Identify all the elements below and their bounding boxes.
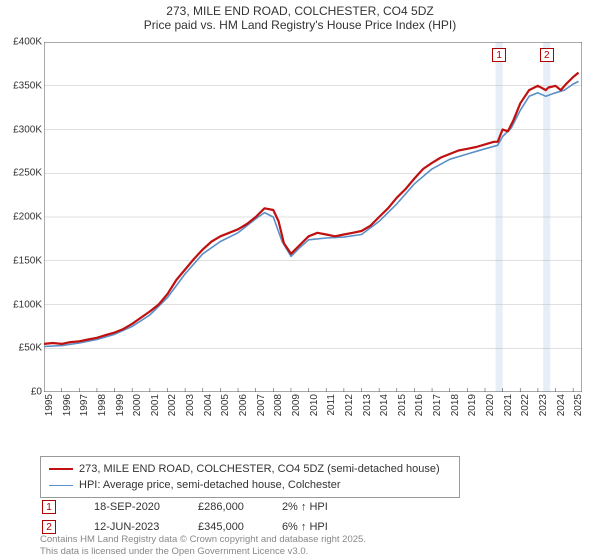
x-axis-tick: 2001: [150, 394, 161, 416]
y-axis-tick: £250K: [2, 168, 42, 179]
y-axis-tick: £350K: [2, 80, 42, 91]
legend-item-hpi: HPI: Average price, semi-detached house,…: [49, 477, 451, 493]
transaction-delta: 2% ↑ HPI: [282, 498, 364, 516]
x-axis-tick: 2015: [397, 394, 408, 416]
marker-badge: 1: [42, 500, 56, 514]
legend: 273, MILE END ROAD, COLCHESTER, CO4 5DZ …: [40, 456, 460, 498]
footer-line-1: Contains HM Land Registry data © Crown c…: [40, 534, 366, 546]
transactions-table: 1 18-SEP-2020 £286,000 2% ↑ HPI 2 12-JUN…: [40, 496, 366, 538]
x-axis-tick: 2021: [503, 394, 514, 416]
title-line-1: 273, MILE END ROAD, COLCHESTER, CO4 5DZ: [0, 4, 600, 18]
x-axis-tick: 1997: [79, 394, 90, 416]
footer-attribution: Contains HM Land Registry data © Crown c…: [40, 534, 366, 558]
x-axis-tick: 2008: [273, 394, 284, 416]
x-axis-tick: 2023: [538, 394, 549, 416]
x-axis-tick: 2025: [573, 394, 584, 416]
chart-title-block: 273, MILE END ROAD, COLCHESTER, CO4 5DZ …: [0, 0, 600, 32]
transaction-price: £286,000: [198, 498, 280, 516]
x-axis-tick: 2019: [467, 394, 478, 416]
legend-label: HPI: Average price, semi-detached house,…: [79, 477, 341, 493]
y-axis-tick: £50K: [2, 343, 42, 354]
y-axis-tick: £200K: [2, 212, 42, 223]
transaction-date: 18-SEP-2020: [94, 498, 196, 516]
x-axis-tick: 2007: [256, 394, 267, 416]
y-axis-tick: £300K: [2, 124, 42, 135]
x-axis-tick: 2014: [379, 394, 390, 416]
x-axis-tick: 2022: [520, 394, 531, 416]
x-axis-tick: 2002: [167, 394, 178, 416]
legend-label: 273, MILE END ROAD, COLCHESTER, CO4 5DZ …: [79, 461, 440, 477]
legend-item-price-paid: 273, MILE END ROAD, COLCHESTER, CO4 5DZ …: [49, 461, 451, 477]
chart-marker-badge: 2: [540, 48, 554, 62]
x-axis-tick: 2017: [432, 394, 443, 416]
x-axis-tick: 2020: [485, 394, 496, 416]
x-axis-tick: 2012: [344, 394, 355, 416]
x-axis-tick: 2004: [203, 394, 214, 416]
x-axis-tick: 2005: [220, 394, 231, 416]
marker-badge: 2: [42, 520, 56, 534]
x-axis-tick: 2000: [132, 394, 143, 416]
x-axis-tick: 2009: [291, 394, 302, 416]
x-axis-tick: 1999: [115, 394, 126, 416]
title-line-2: Price paid vs. HM Land Registry's House …: [0, 18, 600, 32]
line-chart: [44, 42, 582, 392]
y-axis-tick: £100K: [2, 299, 42, 310]
x-axis-tick: 2024: [556, 394, 567, 416]
legend-swatch: [49, 485, 73, 486]
x-axis-tick: 1995: [44, 394, 55, 416]
x-axis-tick: 2013: [362, 394, 373, 416]
table-row: 1 18-SEP-2020 £286,000 2% ↑ HPI: [42, 498, 364, 516]
y-axis-tick: £0: [2, 387, 42, 398]
x-axis-tick: 2018: [450, 394, 461, 416]
legend-swatch: [49, 468, 73, 470]
x-axis-tick: 1998: [97, 394, 108, 416]
chart-area: £0£50K£100K£150K£200K£250K£300K£350K£400…: [44, 42, 582, 392]
x-axis-tick: 2003: [185, 394, 196, 416]
x-axis-tick: 2006: [238, 394, 249, 416]
y-axis-tick: £400K: [2, 37, 42, 48]
x-axis-tick: 2011: [326, 394, 337, 416]
x-axis-tick: 2010: [309, 394, 320, 416]
x-axis-tick: 1996: [62, 394, 73, 416]
chart-marker-badge: 1: [492, 48, 506, 62]
footer-line-2: This data is licensed under the Open Gov…: [40, 546, 366, 558]
y-axis-tick: £150K: [2, 255, 42, 266]
x-axis-tick: 2016: [414, 394, 425, 416]
